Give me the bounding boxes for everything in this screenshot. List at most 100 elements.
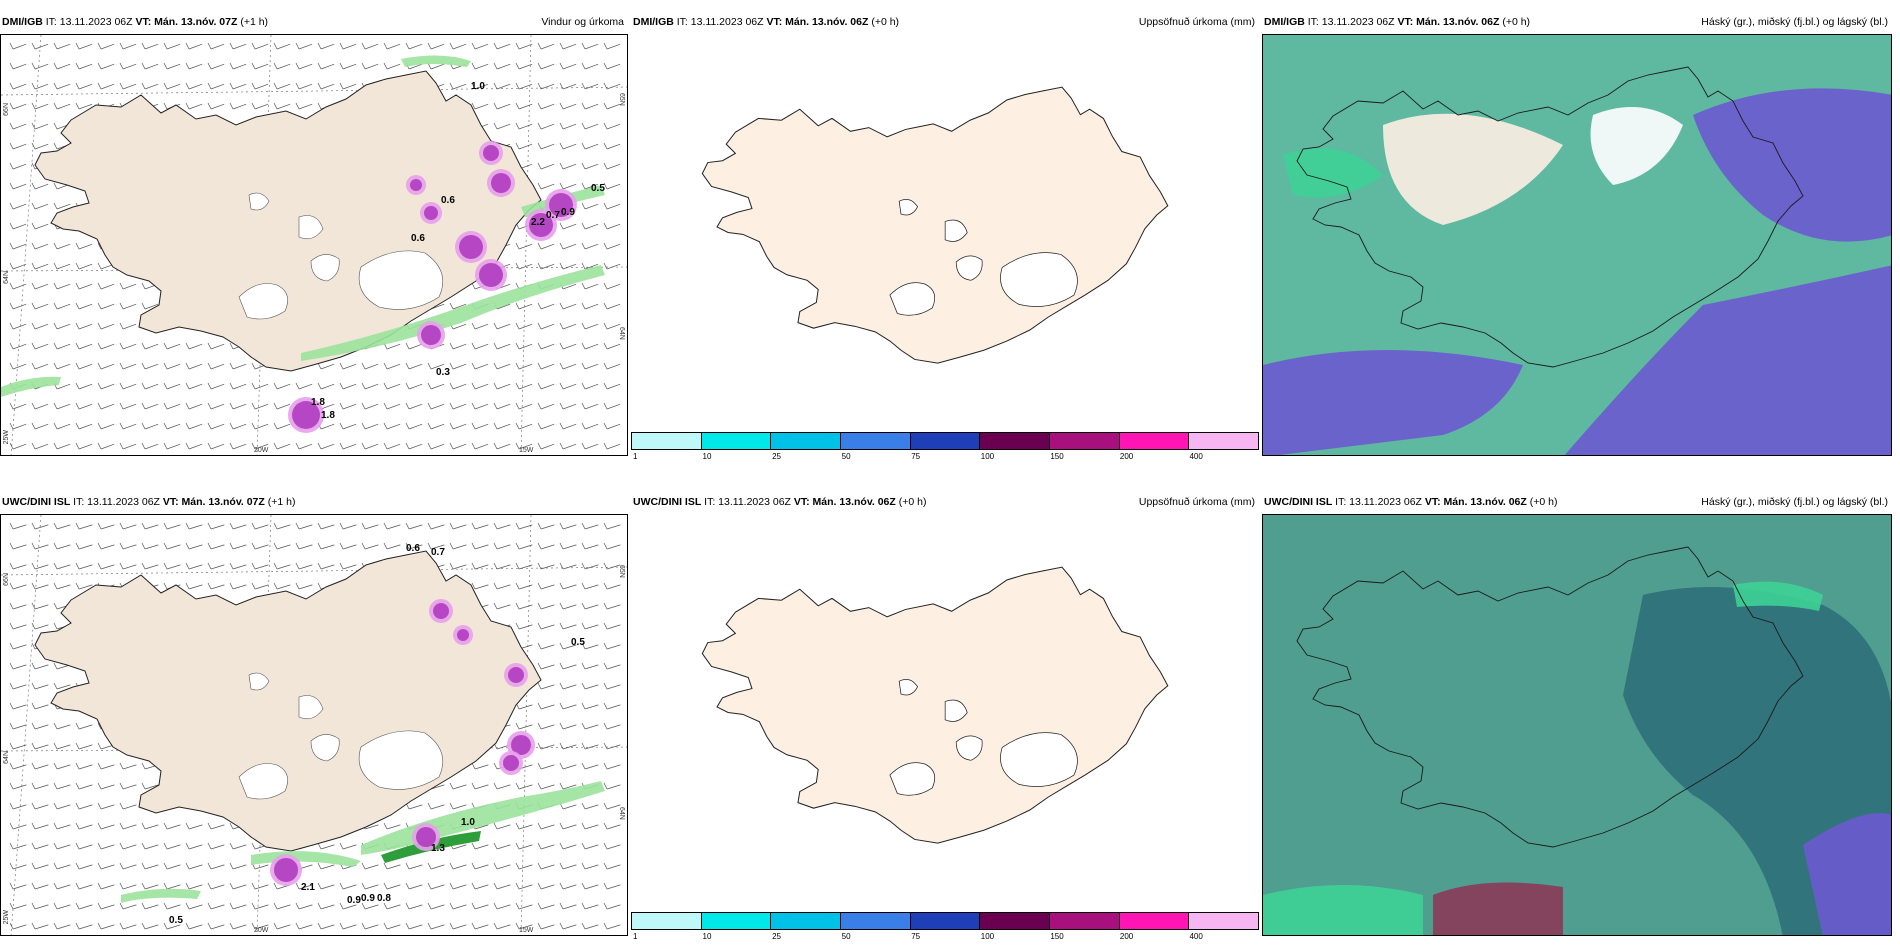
wind-barb-flag	[405, 342, 410, 350]
wind-barb-flag	[141, 842, 146, 850]
lon-label: 20W	[254, 447, 269, 454]
glacier-outline	[955, 735, 983, 761]
wind-barb-flag	[97, 742, 102, 750]
wind-barb	[474, 864, 489, 870]
colorbar-segment	[1189, 433, 1259, 449]
wind-barb	[122, 43, 137, 50]
wind-barb-flag	[251, 542, 256, 550]
wind-barb	[188, 423, 203, 430]
wind-barb	[210, 584, 225, 590]
wind-barb	[276, 564, 291, 570]
wind-barb	[518, 343, 533, 350]
wind-barb	[408, 544, 423, 550]
wind-barb-flag	[273, 582, 278, 590]
graticule-lon	[520, 515, 532, 935]
wind-barb-flag	[559, 442, 564, 450]
wind-barb-flag	[141, 62, 146, 70]
wind-barb	[34, 544, 49, 550]
wind-barb-flag	[361, 862, 366, 870]
wind-barb	[386, 343, 401, 350]
wind-barb	[540, 363, 555, 370]
wind-barb	[100, 423, 115, 430]
wind-barb	[342, 924, 357, 930]
wind-barb-flag	[559, 242, 564, 250]
wind-barb-flag	[31, 242, 36, 250]
wind-barb-flag	[207, 842, 212, 850]
wind-barb-flag	[383, 422, 388, 430]
wind-barb	[34, 664, 49, 670]
wind-barb-flag	[141, 382, 146, 390]
wind-barb-flag	[31, 342, 36, 350]
wind-barb-flag	[603, 182, 608, 190]
wind-barb-flag	[185, 902, 190, 910]
wind-barb	[320, 544, 335, 550]
wind-barb	[144, 524, 159, 530]
wind-barb	[386, 824, 401, 830]
wind-barb-flag	[119, 402, 124, 410]
wind-barb-flag	[163, 822, 168, 830]
wind-barb	[12, 63, 27, 70]
wind-barb-flag	[31, 302, 36, 310]
wind-barb-flag	[405, 362, 410, 370]
wind-barb	[144, 63, 159, 70]
precip-value-label: 0.3	[436, 367, 450, 378]
wind-barb-flag	[207, 102, 212, 110]
wind-barb	[12, 303, 27, 310]
wind-barb	[56, 363, 71, 370]
wind-barb-flag	[427, 862, 432, 870]
wind-barb	[188, 844, 203, 850]
wind-barb-flag	[9, 702, 14, 710]
wind-barb	[100, 63, 115, 70]
wind-barb	[34, 584, 49, 590]
lead-label: (+0 h)	[1529, 496, 1558, 508]
wind-barb-flag	[207, 62, 212, 70]
wind-barb-flag	[185, 822, 190, 830]
wind-barb	[12, 884, 27, 890]
wind-barb-flag	[75, 882, 80, 890]
lon-label: 15W	[519, 927, 534, 934]
wind-barb	[166, 363, 181, 370]
wind-barb	[276, 403, 291, 410]
wind-barb-flag	[53, 842, 58, 850]
wind-barb	[34, 904, 49, 910]
glacier-outline	[248, 192, 270, 211]
wind-barb	[540, 604, 555, 610]
wind-barb	[34, 423, 49, 430]
wind-barb-flag	[185, 62, 190, 70]
wind-barb-flag	[163, 582, 168, 590]
wind-barb	[562, 143, 577, 150]
wind-barb	[364, 924, 379, 930]
wind-barb	[122, 864, 137, 870]
wind-barb	[34, 143, 49, 150]
wind-barb-flag	[449, 922, 454, 930]
wind-barb-flag	[471, 542, 476, 550]
wind-barb-flag	[493, 82, 498, 90]
wind-barb-flag	[603, 602, 608, 610]
wind-barb-flag	[75, 262, 80, 270]
wind-barb-flag	[537, 302, 542, 310]
wind-barb	[496, 844, 511, 850]
wind-barb	[386, 443, 401, 450]
wind-barb	[430, 784, 445, 790]
wind-barb-flag	[31, 582, 36, 590]
wind-barb	[496, 544, 511, 550]
glacier-outline	[298, 695, 324, 720]
vt-label: VT: Mán. 13.nóv. 06Z	[1397, 16, 1500, 28]
wind-barb	[34, 624, 49, 630]
wind-barb-flag	[559, 762, 564, 770]
wind-barb-flag	[603, 142, 608, 150]
wind-barb-flag	[185, 562, 190, 570]
iceland-coastline	[1296, 546, 1804, 848]
wind-barb-flag	[295, 582, 300, 590]
wind-barb	[232, 103, 247, 110]
wind-barb	[254, 584, 269, 590]
precip-cell-core	[511, 735, 531, 755]
wind-barb	[474, 323, 489, 330]
wind-barb	[254, 423, 269, 430]
colorbar-segment	[701, 433, 772, 449]
wind-barb	[100, 323, 115, 330]
wind-barb-flag	[295, 562, 300, 570]
wind-barb-flag	[97, 262, 102, 270]
wind-barb	[562, 704, 577, 710]
wind-barb-flag	[493, 542, 498, 550]
